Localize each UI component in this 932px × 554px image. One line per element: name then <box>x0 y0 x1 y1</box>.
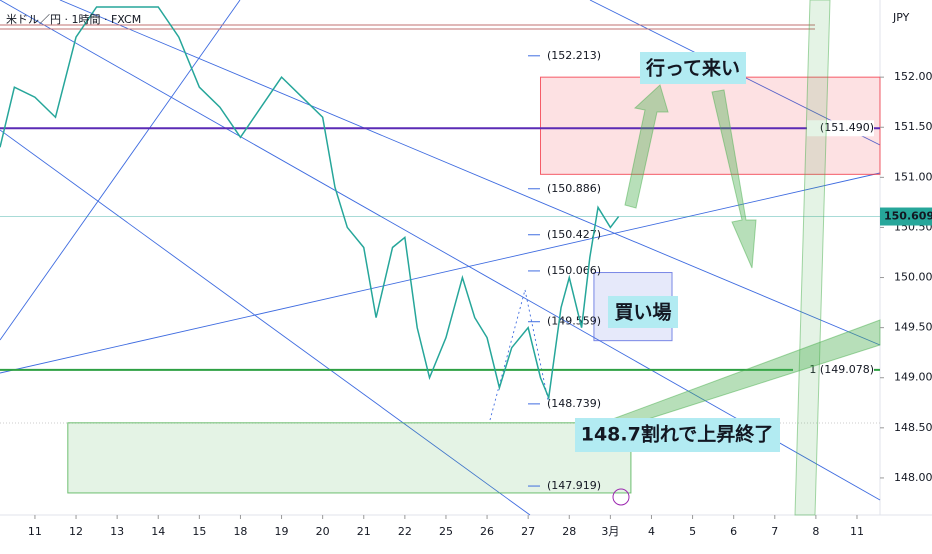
arrows <box>608 0 881 516</box>
note-box <box>608 296 678 328</box>
x-tick-label: 5 <box>689 525 696 538</box>
fib-label: (152.213) <box>547 49 601 62</box>
y-tick-label: 149.500 <box>894 321 932 334</box>
x-tick-label: 12 <box>69 525 83 538</box>
fib-label: (150.427) <box>547 228 601 241</box>
annotation: 148.7割れで上昇終了 <box>581 423 774 446</box>
y-tick-label: 151.000 <box>894 170 932 183</box>
x-tick-label: 25 <box>439 525 453 538</box>
currency: JPY <box>892 11 910 24</box>
y-tick-label: 149.000 <box>894 371 932 384</box>
level-label: 1 (149.078) <box>809 363 874 376</box>
fib-label: (150.066) <box>547 264 601 277</box>
y-tick-label: 152.000 <box>894 70 932 83</box>
y-tick-label: 148.500 <box>894 421 932 434</box>
x-tick-label: 14 <box>151 525 165 538</box>
event-icon <box>612 488 630 506</box>
zone <box>67 422 632 494</box>
fib-label: (149.559) <box>547 315 601 328</box>
x-tick-label: 15 <box>192 525 206 538</box>
x-tick-label: 18 <box>233 525 247 538</box>
last-price-label: 150.609 <box>884 210 932 223</box>
fib-label: (147.919) <box>547 479 601 492</box>
note-box <box>575 418 780 452</box>
fib-label: (150.886) <box>547 182 601 195</box>
x-tick-label: 3月 <box>601 525 619 538</box>
level-label-bg <box>807 120 874 137</box>
x-tick-label: 21 <box>357 525 371 538</box>
last-price-bg <box>880 207 932 226</box>
x-tick-label: 7 <box>771 525 778 538</box>
x-tick-label: 19 <box>275 525 289 538</box>
y-tick-label: 148.000 <box>894 471 932 484</box>
x-tick-label: 27 <box>521 525 535 538</box>
x-tick-label: 8 <box>812 525 819 538</box>
x-tick-label: 13 <box>110 525 124 538</box>
x-tick-label: 4 <box>648 525 655 538</box>
level-label: (151.490) <box>820 121 874 134</box>
x-tick-label: 22 <box>398 525 412 538</box>
x-tick-label: 26 <box>480 525 494 538</box>
y-tick-label: 150.000 <box>894 271 932 284</box>
annotation: 行って来い <box>645 57 740 80</box>
x-tick-label: 6 <box>730 525 737 538</box>
chart-title: 米ドル／円 · 1時間 · FXCM <box>6 13 141 26</box>
fib-label: (148.739) <box>547 397 601 410</box>
x-tick-label: 11 <box>28 525 42 538</box>
x-tick-label: 20 <box>316 525 330 538</box>
y-tick-label: 151.500 <box>894 120 932 133</box>
annotation: 買い場 <box>614 302 671 324</box>
note-box <box>640 52 746 84</box>
price-line <box>0 6 620 401</box>
x-tick-label: 11 <box>850 525 864 538</box>
trend-lines <box>0 0 881 516</box>
x-tick-label: 28 <box>562 525 576 538</box>
